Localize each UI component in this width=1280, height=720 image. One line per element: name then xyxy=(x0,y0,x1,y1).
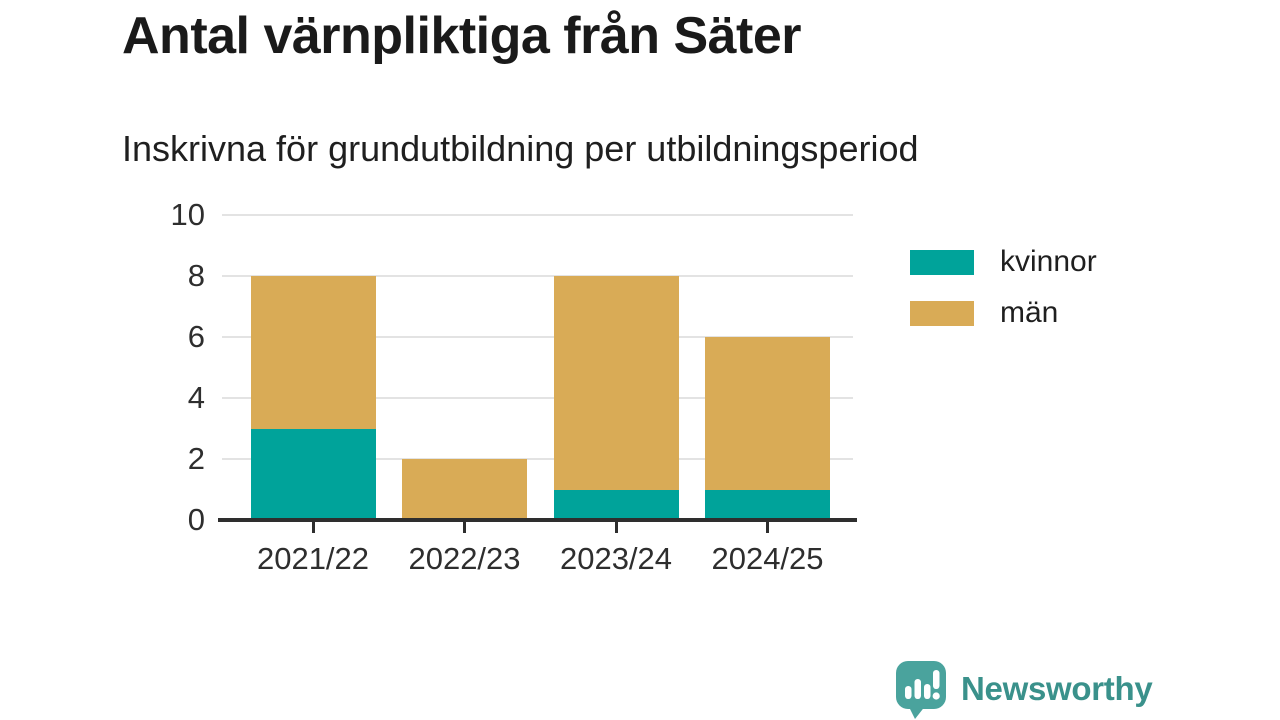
x-axis-tick-label: 2022/23 xyxy=(408,541,521,576)
y-axis-tick-label: 2 xyxy=(187,441,205,476)
bar-segment-män-2022/23 xyxy=(402,459,527,520)
plot-area xyxy=(222,214,853,520)
gridline-y-10 xyxy=(222,214,853,216)
x-axis-tick-mark xyxy=(766,522,769,533)
x-axis-tick-mark xyxy=(311,522,315,533)
legend-item-kvinnor: kvinnor xyxy=(910,247,1097,277)
legend-swatch-man-icon xyxy=(910,300,974,326)
x-axis-tick-label: 2024/25 xyxy=(711,541,824,576)
gridline-y-2 xyxy=(222,458,853,460)
x-axis-line xyxy=(218,518,857,522)
bar-segment-män-2024/25 xyxy=(705,337,830,490)
gridline-y-6 xyxy=(222,336,853,338)
x-axis-tick-label: 2023/24 xyxy=(559,541,673,576)
y-axis-tick-label: 6 xyxy=(187,319,205,354)
x-axis-tick-mark xyxy=(614,522,618,533)
legend: kvinnor män xyxy=(910,247,1097,349)
y-axis-tick-label: 10 xyxy=(170,197,205,232)
page-title: Antal värnpliktiga från Säter xyxy=(122,7,802,65)
gridline-y-4 xyxy=(222,397,853,399)
brand-name: Newsworthy xyxy=(961,670,1153,707)
gridline-y-8 xyxy=(222,275,853,277)
legend-label-man: män xyxy=(1000,296,1059,329)
x-axis-tick-label: 2021/22 xyxy=(256,541,370,576)
newsworthy-logo-icon xyxy=(896,661,946,719)
legend-label-kvinnor: kvinnor xyxy=(1000,245,1097,278)
legend-item-man: män xyxy=(910,298,1097,328)
y-axis-tick-label: 0 xyxy=(187,502,205,537)
chart-subtitle: Inskrivna för grundutbildning per utbild… xyxy=(122,128,919,169)
y-axis-tick-label: 8 xyxy=(187,258,205,293)
legend-swatch-kvinnor-icon xyxy=(910,249,974,275)
brand-footer: Newsworthy xyxy=(893,659,1153,719)
y-axis-tick-label: 4 xyxy=(187,380,205,415)
bar-segment-män-2021/22 xyxy=(250,276,376,429)
x-axis-tick-mark xyxy=(463,522,466,533)
bar-segment-kvinnor-2024/25 xyxy=(705,489,830,520)
bar-segment-kvinnor-2023/24 xyxy=(553,489,679,520)
bar-segment-män-2023/24 xyxy=(553,276,679,490)
bar-segment-kvinnor-2021/22 xyxy=(250,428,376,520)
